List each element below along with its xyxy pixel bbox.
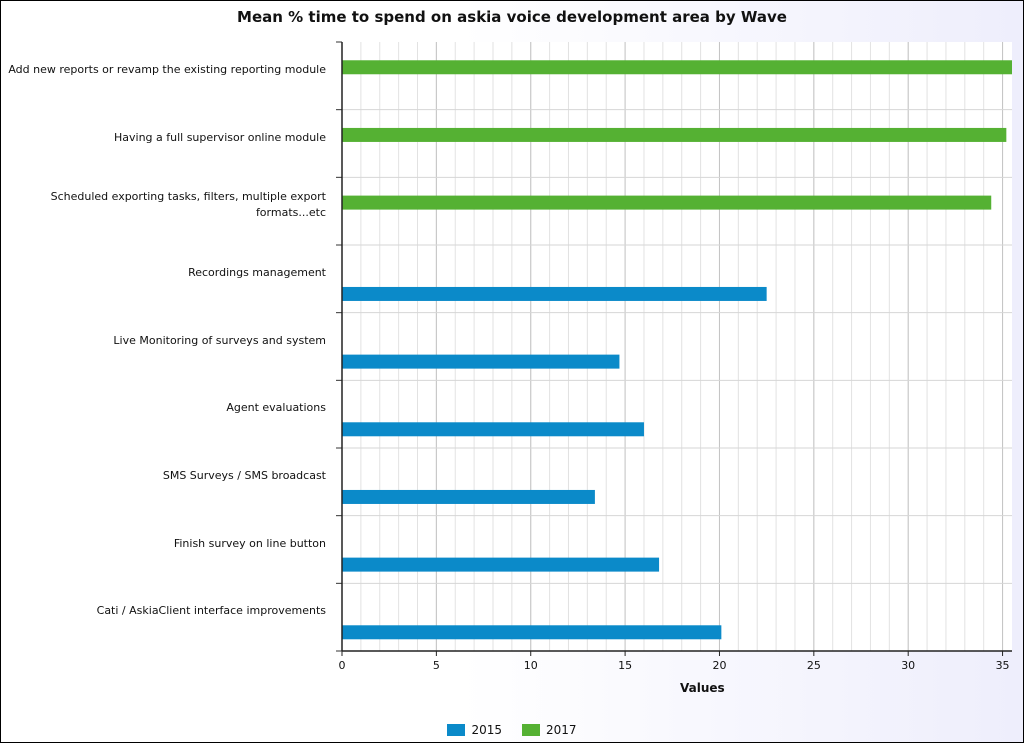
x-tick-label: 5 (433, 659, 440, 672)
category-label: Cati / AskiaClient interface improvement… (0, 603, 326, 619)
x-tick-label: 10 (524, 659, 538, 672)
category-label-line: Finish survey on line button (173, 536, 326, 550)
category-label: Having a full supervisor online module (0, 130, 326, 146)
legend-swatch-2015 (447, 724, 466, 736)
category-label: Recordings management (0, 265, 326, 281)
bar-2015-7 (342, 557, 660, 572)
bar-2017-0 (342, 60, 1012, 75)
category-label-line: Agent evaluations (226, 401, 326, 415)
category-label-line: SMS Surveys / SMS broadcast (162, 468, 326, 482)
x-axis-label: Values (680, 681, 725, 695)
category-label-line: Add new reports or revamp the existing r… (8, 62, 326, 76)
category-label: Agent evaluations (0, 400, 326, 416)
bar-2015-4 (342, 354, 620, 369)
x-tick-label: 20 (712, 659, 726, 672)
category-label-line: formats...etc (255, 206, 326, 220)
category-label-line: Cati / AskiaClient interface improvement… (96, 604, 326, 618)
x-tick-label: 25 (807, 659, 821, 672)
x-tick-label: 35 (996, 659, 1010, 672)
bar-2015-6 (342, 489, 595, 504)
bar-2015-8 (342, 625, 722, 640)
category-label: Scheduled exporting tasks, filters, mult… (0, 189, 326, 221)
legend-label-2017: 2017 (546, 723, 577, 737)
category-label-line: Recordings management (188, 265, 326, 279)
bar-2017-1 (342, 127, 1007, 142)
x-tick-label: 30 (901, 659, 915, 672)
legend-item-2015[interactable]: 2015 (447, 723, 502, 737)
x-tick-label: 15 (618, 659, 632, 672)
x-tick-label: 0 (339, 659, 346, 672)
legend-item-2017[interactable]: 2017 (522, 723, 577, 737)
bar-2015-5 (342, 422, 644, 437)
bar-2017-2 (342, 195, 992, 210)
legend-swatch-2017 (522, 724, 540, 736)
category-label-line: Scheduled exporting tasks, filters, mult… (50, 190, 326, 204)
category-label-line: Live Monitoring of surveys and system (113, 333, 326, 347)
plot-area (342, 42, 1012, 651)
category-label: Finish survey on line button (0, 536, 326, 552)
category-label: Live Monitoring of surveys and system (0, 333, 326, 349)
category-label: SMS Surveys / SMS broadcast (0, 468, 326, 484)
chart-title: Mean % time to spend on askia voice deve… (237, 8, 787, 26)
bar-2015-3 (342, 286, 767, 301)
category-label-line: Having a full supervisor online module (113, 130, 326, 144)
category-label: Add new reports or revamp the existing r… (0, 62, 326, 78)
legend: 2015 2017 (0, 723, 1024, 737)
legend-label-2015: 2015 (471, 723, 502, 737)
